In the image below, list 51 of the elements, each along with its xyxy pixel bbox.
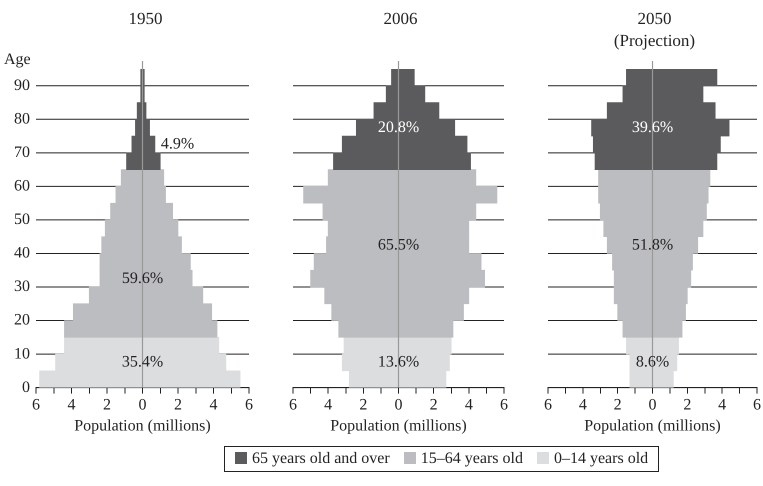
- chart-title: 1950: [128, 8, 164, 30]
- x-tick-label: 4: [210, 396, 218, 414]
- x-tick-label: 2: [174, 396, 182, 414]
- x-tick-label: 0: [648, 396, 656, 414]
- x-tick-label: 6: [753, 396, 761, 414]
- annotation: 65.5%: [378, 236, 420, 254]
- chart-title: 2050: [636, 8, 672, 30]
- x-tick-label: 6: [289, 396, 297, 414]
- y-tick-label: 30: [14, 278, 30, 296]
- annotation: 13.6%: [378, 354, 420, 371]
- x-tick-label: 2: [359, 396, 368, 414]
- x-tick-label: 6: [32, 396, 40, 414]
- chart-subtitle: (Projection): [612, 30, 696, 52]
- chart-title: 2006: [382, 8, 418, 30]
- x-tick-label: 4: [324, 396, 332, 414]
- annotation: 8.6%: [636, 354, 670, 371]
- x-tick-label: 4: [464, 396, 473, 414]
- legend-label: 15–64 years old: [420, 450, 523, 467]
- legend-label: 0–14 years old: [554, 450, 648, 467]
- y-tick-label: 90: [14, 76, 30, 94]
- x-tick-label: 4: [578, 396, 587, 414]
- annotation: 20.8%: [378, 118, 420, 136]
- x-tick-label: 0: [138, 396, 146, 414]
- x-tick-label: 2: [430, 396, 438, 414]
- x-axis-title: Population (millions): [584, 418, 721, 435]
- x-axis-title: Population (millions): [330, 418, 467, 435]
- x-tick-label: 2: [614, 396, 622, 414]
- x-tick-label: 4: [68, 396, 76, 414]
- y-tick-label: 50: [14, 211, 30, 228]
- y-tick-label: 60: [14, 178, 30, 195]
- x-axis-title: Population (millions): [74, 418, 211, 435]
- y-tick-label: 40: [14, 244, 30, 262]
- x-tick-label: 0: [394, 396, 402, 414]
- annotation: 4.9%: [160, 136, 194, 153]
- x-tick-label: 6: [544, 396, 552, 414]
- x-tick-label: 2: [103, 396, 111, 414]
- annotation: 59.6%: [122, 270, 164, 287]
- y-tick-label: 80: [14, 110, 30, 128]
- annotation: 51.8%: [632, 236, 674, 254]
- y-tick-label: 10: [14, 345, 30, 362]
- annotation: 35.4%: [122, 354, 164, 371]
- y-tick-label: 20: [14, 312, 30, 329]
- x-tick-label: 6: [245, 396, 253, 414]
- annotation: 39.6%: [632, 118, 674, 136]
- y-tick-label: 70: [14, 144, 30, 162]
- y-tick-label: 0: [22, 378, 30, 396]
- x-tick-label: 2: [683, 396, 692, 414]
- legend-label: 65 years old and over: [252, 450, 390, 467]
- x-tick-label: 4: [718, 396, 726, 414]
- x-tick-label: 6: [500, 396, 508, 414]
- y-axis-title: Age: [4, 51, 31, 68]
